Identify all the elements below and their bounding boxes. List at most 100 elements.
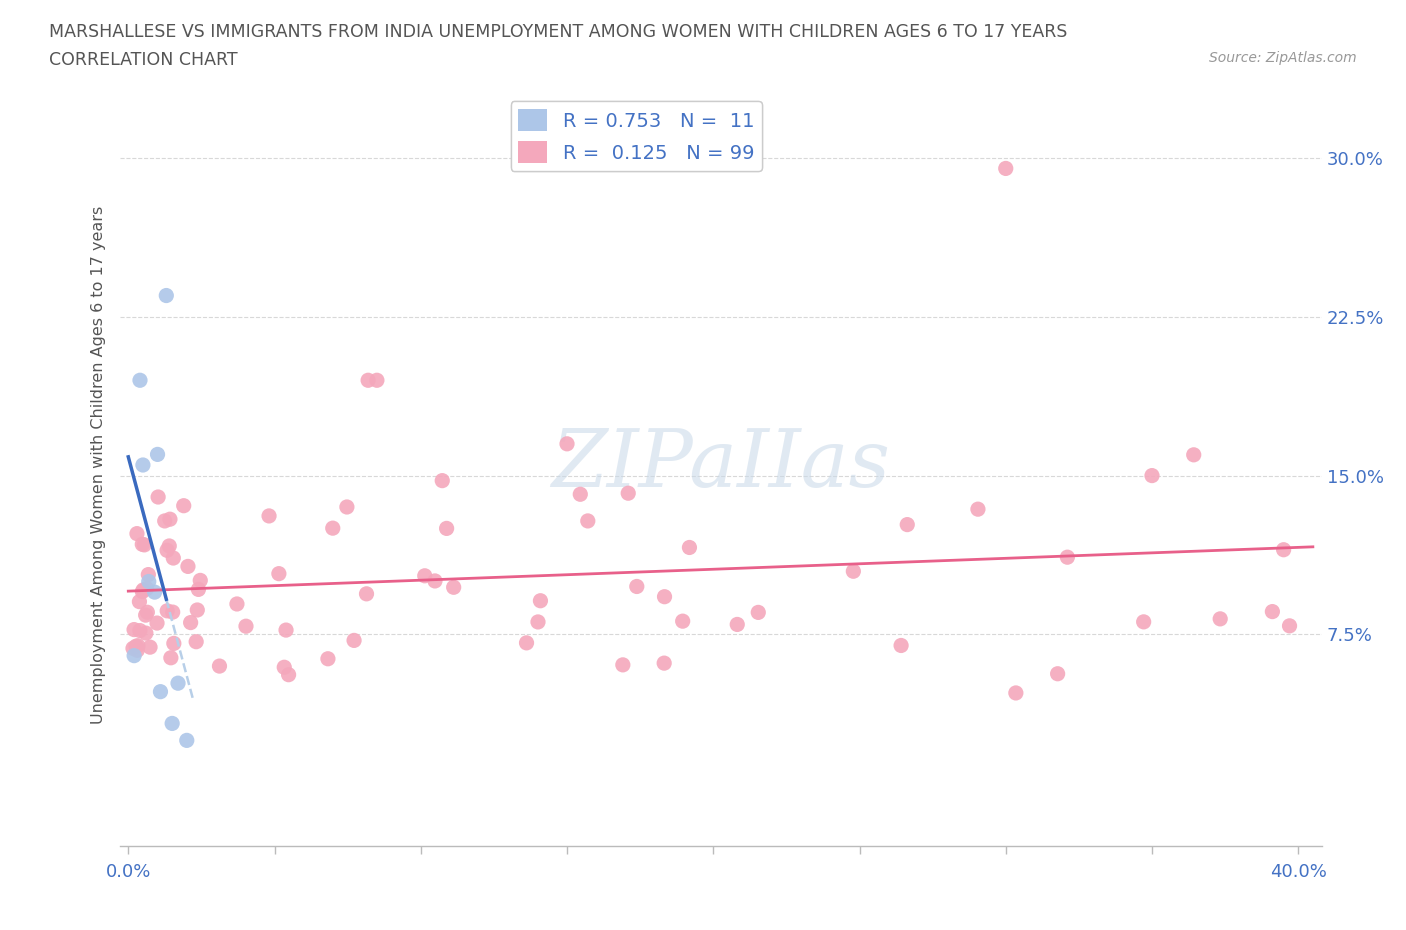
Point: [747, 604, 769, 619]
Point: [139, 640, 162, 655]
Point: [162, 551, 184, 565]
Point: [1182, 447, 1205, 462]
Point: [132, 582, 155, 597]
Point: [186, 634, 208, 649]
Point: [890, 638, 912, 653]
Point: [343, 633, 366, 648]
Point: [153, 513, 176, 528]
Point: [173, 498, 195, 513]
Point: [612, 658, 634, 672]
Point: [146, 489, 169, 504]
Point: [127, 643, 149, 658]
Point: [896, 517, 918, 532]
Point: [135, 581, 157, 596]
Point: [186, 603, 208, 618]
Text: CORRELATION CHART: CORRELATION CHART: [49, 51, 238, 69]
Point: [316, 651, 339, 666]
Point: [143, 585, 166, 600]
Text: 0.0%: 0.0%: [105, 863, 150, 882]
Legend: R = 0.753   N =  11, R =  0.125   N = 99: R = 0.753 N = 11, R = 0.125 N = 99: [510, 101, 762, 171]
Text: MARSHALLESE VS IMMIGRANTS FROM INDIA UNEMPLOYMENT AMONG WOMEN WITH CHILDREN AGES: MARSHALLESE VS IMMIGRANTS FROM INDIA UNE…: [49, 23, 1067, 41]
Point: [131, 537, 153, 551]
Point: [432, 473, 454, 488]
Point: [188, 573, 211, 588]
Point: [994, 161, 1017, 176]
Point: [235, 618, 257, 633]
Point: [725, 617, 748, 631]
Point: [180, 615, 202, 630]
Point: [187, 582, 209, 597]
Point: [1272, 542, 1295, 557]
Point: [129, 373, 152, 388]
Point: [1046, 666, 1069, 681]
Point: [146, 616, 169, 631]
Point: [156, 543, 179, 558]
Point: [527, 615, 550, 630]
Point: [226, 596, 249, 611]
Point: [423, 574, 446, 589]
Point: [1261, 604, 1284, 619]
Point: [555, 436, 578, 451]
Point: [529, 593, 551, 608]
Point: [138, 567, 160, 582]
Point: [122, 641, 145, 656]
Point: [125, 526, 148, 541]
Point: [122, 622, 145, 637]
Text: Source: ZipAtlas.com: Source: ZipAtlas.com: [1209, 51, 1357, 65]
Point: [366, 373, 388, 388]
Point: [652, 656, 675, 671]
Point: [135, 607, 157, 622]
Y-axis label: Unemployment Among Women with Children Ages 6 to 17 years: Unemployment Among Women with Children A…: [91, 206, 107, 724]
Point: [162, 604, 184, 619]
Point: [274, 623, 297, 638]
Point: [842, 564, 865, 578]
Point: [436, 521, 458, 536]
Point: [967, 501, 990, 516]
Point: [443, 579, 465, 594]
Point: [159, 512, 181, 526]
Point: [136, 604, 159, 619]
Point: [678, 540, 700, 555]
Text: ZIPaIIas: ZIPaIIas: [551, 426, 890, 504]
Point: [160, 716, 183, 731]
Point: [127, 638, 149, 653]
Point: [134, 538, 156, 552]
Point: [273, 659, 295, 674]
Point: [617, 485, 640, 500]
Point: [277, 667, 299, 682]
Point: [357, 373, 380, 388]
Point: [515, 635, 537, 650]
Point: [138, 574, 160, 589]
Point: [267, 566, 290, 581]
Point: [336, 499, 359, 514]
Point: [654, 590, 676, 604]
Point: [128, 594, 150, 609]
Point: [131, 584, 153, 599]
Point: [413, 568, 436, 583]
Text: 40.0%: 40.0%: [1270, 863, 1327, 882]
Point: [128, 623, 150, 638]
Point: [1209, 611, 1232, 626]
Point: [156, 604, 179, 618]
Point: [208, 658, 231, 673]
Point: [132, 458, 155, 472]
Point: [576, 513, 599, 528]
Point: [160, 650, 183, 665]
Point: [177, 559, 200, 574]
Point: [1132, 615, 1154, 630]
Point: [569, 486, 592, 501]
Point: [157, 538, 180, 553]
Point: [176, 733, 198, 748]
Point: [155, 288, 177, 303]
Point: [149, 684, 172, 699]
Point: [1005, 685, 1028, 700]
Point: [1056, 550, 1078, 565]
Point: [1140, 468, 1163, 483]
Point: [163, 636, 186, 651]
Point: [257, 509, 280, 524]
Point: [167, 676, 190, 691]
Point: [322, 521, 344, 536]
Point: [1278, 618, 1301, 633]
Point: [125, 639, 148, 654]
Point: [356, 587, 378, 602]
